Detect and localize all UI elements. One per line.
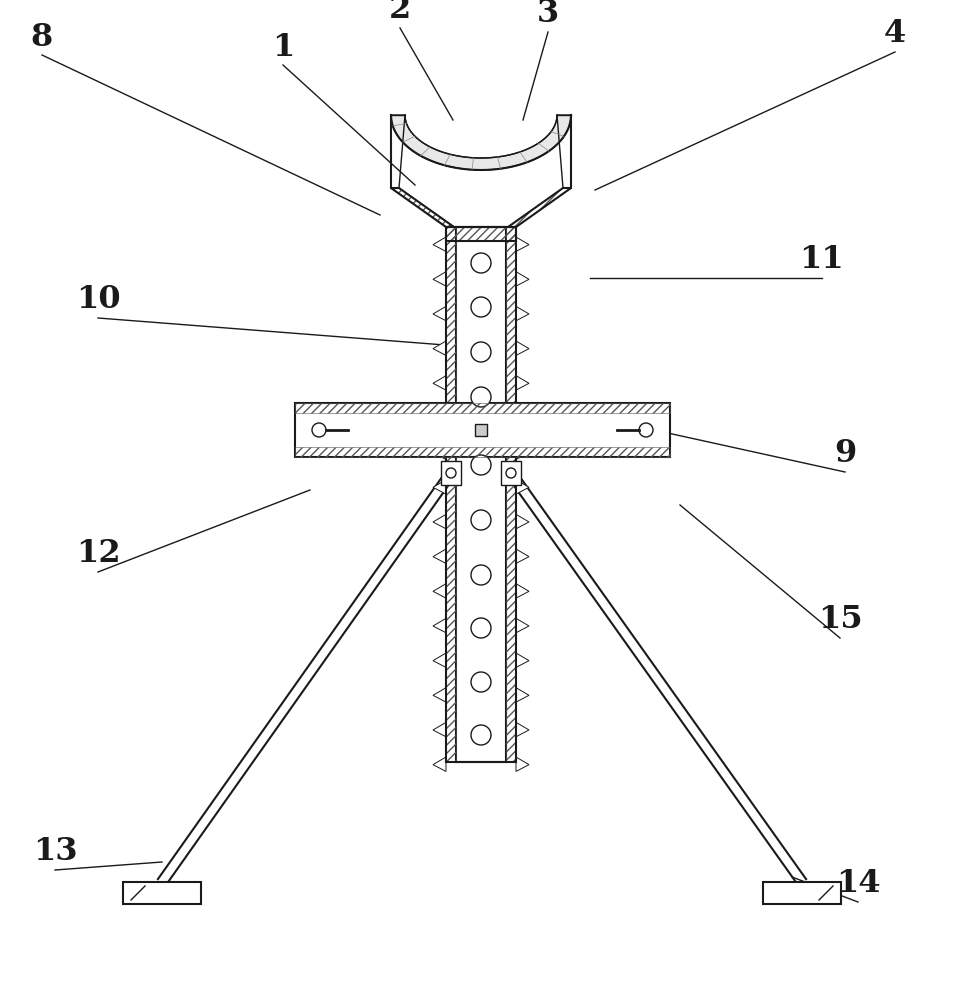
Polygon shape [432, 618, 446, 633]
Polygon shape [432, 549, 446, 563]
Bar [475, 424, 486, 436]
Polygon shape [432, 445, 446, 459]
Polygon shape [515, 549, 529, 563]
Circle shape [471, 565, 490, 585]
Text: 3: 3 [536, 0, 558, 29]
Bar [762, 882, 840, 904]
Text: 15: 15 [817, 604, 861, 636]
Polygon shape [432, 757, 446, 771]
Text: 12: 12 [76, 538, 120, 570]
Bar [295, 403, 669, 413]
Text: 9: 9 [833, 438, 855, 470]
Circle shape [505, 468, 515, 478]
Circle shape [311, 423, 326, 437]
Polygon shape [390, 115, 571, 170]
Polygon shape [515, 237, 529, 251]
Circle shape [446, 468, 456, 478]
Text: 4: 4 [883, 18, 905, 49]
Text: 1: 1 [272, 31, 294, 62]
Circle shape [471, 455, 490, 475]
Polygon shape [515, 306, 529, 321]
Polygon shape [515, 653, 529, 667]
Text: 11: 11 [799, 244, 844, 275]
Text: 2: 2 [388, 0, 410, 25]
Polygon shape [432, 341, 446, 355]
Polygon shape [515, 688, 529, 702]
Bar [440, 461, 460, 485]
Polygon shape [515, 514, 529, 529]
Bar [505, 227, 515, 762]
Circle shape [471, 387, 490, 407]
Polygon shape [432, 410, 446, 425]
Polygon shape [515, 480, 529, 494]
Circle shape [638, 423, 653, 437]
Bar [446, 227, 515, 762]
Polygon shape [515, 584, 529, 598]
Circle shape [471, 672, 490, 692]
Polygon shape [432, 376, 446, 390]
Circle shape [471, 253, 490, 273]
Bar [501, 461, 521, 485]
Polygon shape [515, 757, 529, 771]
Bar [446, 227, 515, 241]
Circle shape [471, 510, 490, 530]
Polygon shape [515, 272, 529, 286]
Bar [123, 882, 201, 904]
Polygon shape [432, 584, 446, 598]
Bar [456, 227, 505, 762]
Circle shape [471, 297, 490, 317]
Polygon shape [515, 410, 529, 425]
Bar [446, 227, 515, 241]
Bar [295, 403, 669, 457]
Polygon shape [432, 480, 446, 494]
Polygon shape [515, 722, 529, 737]
Circle shape [471, 725, 490, 745]
Circle shape [471, 618, 490, 638]
Polygon shape [432, 653, 446, 667]
Text: 13: 13 [33, 836, 77, 867]
Text: 8: 8 [31, 21, 53, 52]
Polygon shape [432, 514, 446, 529]
Polygon shape [432, 306, 446, 321]
Polygon shape [515, 341, 529, 355]
Bar [446, 227, 456, 762]
Polygon shape [432, 272, 446, 286]
Text: 10: 10 [76, 284, 120, 316]
Circle shape [471, 342, 490, 362]
Polygon shape [515, 618, 529, 633]
Polygon shape [515, 445, 529, 459]
Polygon shape [515, 376, 529, 390]
Bar [295, 447, 669, 457]
Polygon shape [432, 688, 446, 702]
Polygon shape [432, 722, 446, 737]
Polygon shape [432, 237, 446, 251]
Text: 14: 14 [835, 868, 879, 900]
